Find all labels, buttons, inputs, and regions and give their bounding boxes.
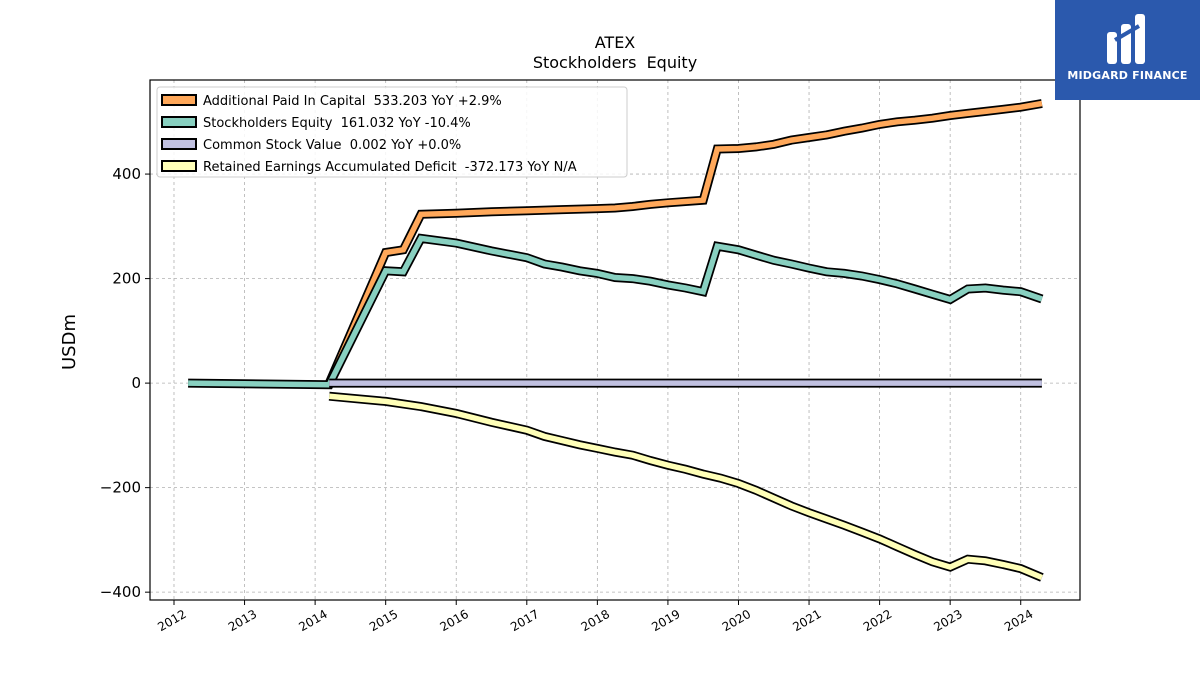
logo-mark-icon <box>1107 14 1145 64</box>
chart-subtitle: Stockholders Equity <box>533 53 697 72</box>
chart-title: ATEX <box>595 33 636 52</box>
series-line-stockholders-equity <box>188 235 1043 388</box>
x-tick-label: 2024 <box>1002 607 1035 634</box>
series-line-retained-earnings-accumulated-deficit <box>328 393 1043 581</box>
x-tick-label: 2018 <box>579 607 612 634</box>
plot-frame <box>149 79 1081 601</box>
x-tick-label: 2020 <box>720 607 753 634</box>
x-tick-label: 2017 <box>508 607 541 634</box>
x-tick-label: 2015 <box>367 607 400 634</box>
legend-swatch-additional-paid-in-capital <box>161 94 197 106</box>
midgard-finance-logo: MIDGARD FINANCE <box>1055 0 1200 100</box>
series-layer <box>188 99 1044 582</box>
series-outline-retained-earnings-accumulated-deficit <box>328 391 1044 582</box>
y-tick-label: −200 <box>100 479 141 497</box>
x-tick-label: 2019 <box>649 607 682 634</box>
legend-label-retained-earnings-accumulated-deficit: Retained Earnings Accumulated Deficit -3… <box>203 160 577 175</box>
y-tick-label: 200 <box>112 270 141 288</box>
legend-label-common-stock-value: Common Stock Value 0.002 YoY +0.0% <box>203 138 461 153</box>
series-line-additional-paid-in-capital <box>326 100 1043 385</box>
logo-text: MIDGARD FINANCE <box>1067 69 1188 82</box>
y-tick-label: −400 <box>100 583 141 601</box>
legend: Additional Paid In Capital 533.203 YoY +… <box>156 86 628 178</box>
y-axis-label: USDm <box>59 314 80 370</box>
y-tick-label: 0 <box>131 374 141 392</box>
x-tick-label: 2016 <box>438 607 471 634</box>
legend-label-additional-paid-in-capital: Additional Paid In Capital 533.203 YoY +… <box>203 94 502 109</box>
series-outline-stockholders-equity <box>188 233 1044 390</box>
x-tick-label: 2014 <box>296 607 329 634</box>
legend-swatch-common-stock-value <box>161 138 197 150</box>
x-tick-label: 2023 <box>931 607 964 634</box>
legend-swatch-retained-earnings-accumulated-deficit <box>161 160 197 172</box>
x-tick-label: 2012 <box>155 607 188 634</box>
legend-label-stockholders-equity: Stockholders Equity 161.032 YoY -10.4% <box>203 116 471 131</box>
legend-box <box>156 86 628 178</box>
x-tick-label: 2021 <box>790 607 823 634</box>
legend-swatch-stockholders-equity <box>161 116 197 128</box>
y-tick-label: 400 <box>112 165 141 183</box>
x-tick-label: 2022 <box>861 607 894 634</box>
x-tick-label: 2013 <box>226 607 259 634</box>
ticks-layer: 2012 2013 2014 2015 2016 2017 2018 2019 2020 2021… <box>100 165 1036 634</box>
